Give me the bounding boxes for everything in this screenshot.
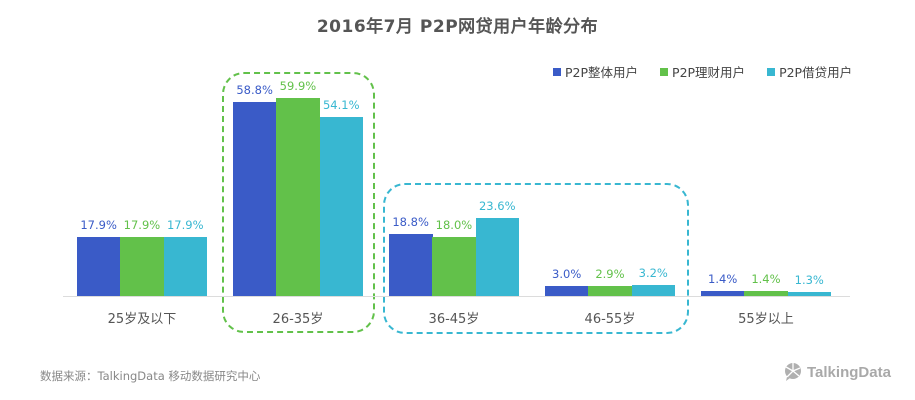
data-label: 17.9%: [80, 217, 117, 232]
legend-swatch: [767, 67, 776, 76]
legend-item-invest: P2P理财用户: [660, 62, 745, 81]
data-label: 54.1%: [322, 98, 360, 113]
category-label: 36-45岁: [428, 312, 480, 327]
bar: [120, 236, 165, 296]
bar: [319, 117, 364, 296]
logo-icon: [785, 363, 801, 381]
legend-item-borrow: P2P借贷用户: [767, 62, 852, 81]
data-label: 1.4%: [708, 272, 738, 287]
data-label: 59.9%: [279, 79, 317, 94]
data-label: 3.0%: [552, 267, 582, 282]
bar: [475, 218, 520, 296]
data-label: 58.8%: [236, 82, 273, 97]
highlight-box-26-35: [222, 72, 375, 333]
highlight-box-36-55: [383, 183, 689, 334]
data-source-note: 数据来源：TalkingData 移动数据研究中心: [40, 369, 261, 383]
bar: [276, 98, 321, 296]
data-label: 1.4%: [751, 272, 781, 287]
legend-swatch: [660, 67, 669, 76]
bar: [545, 286, 589, 296]
data-label: 23.6%: [478, 199, 516, 214]
x-axis: [63, 296, 850, 297]
legend: P2P整体用户 P2P理财用户 P2P借贷用户: [553, 62, 852, 81]
bar: [233, 101, 277, 296]
bar: [744, 291, 789, 296]
legend-label: P2P整体用户: [565, 65, 639, 80]
bar: [787, 291, 832, 296]
logo-text: TalkingData: [807, 363, 891, 381]
chart-title: 2016年7月 P2P网贷用户年龄分布: [316, 17, 599, 37]
category-label: 46-55岁: [584, 312, 636, 327]
legend-item-overall: P2P整体用户: [553, 62, 638, 81]
data-label: 17.9%: [123, 217, 161, 232]
data-label: 17.9%: [166, 217, 204, 232]
talkingdata-logo: TalkingData: [783, 362, 891, 382]
data-label: 1.3%: [794, 272, 824, 287]
category-label: 26-35岁: [272, 312, 324, 327]
bar: [701, 291, 745, 296]
bar: [77, 236, 121, 296]
data-label: 3.2%: [638, 266, 668, 281]
legend-label: P2P借贷用户: [779, 65, 853, 80]
category-label: 25岁及以下: [107, 312, 177, 327]
legend-label: P2P理财用户: [672, 65, 746, 80]
bar: [631, 285, 676, 296]
legend-swatch: [553, 67, 561, 76]
bar: [588, 286, 633, 296]
data-label: 18.8%: [392, 214, 429, 229]
category-label: 55岁以上: [738, 312, 794, 327]
bar: [432, 236, 477, 296]
bar: [389, 233, 433, 296]
data-label: 18.0%: [435, 217, 473, 232]
data-label: 2.9%: [595, 267, 625, 282]
bar: [163, 236, 208, 296]
